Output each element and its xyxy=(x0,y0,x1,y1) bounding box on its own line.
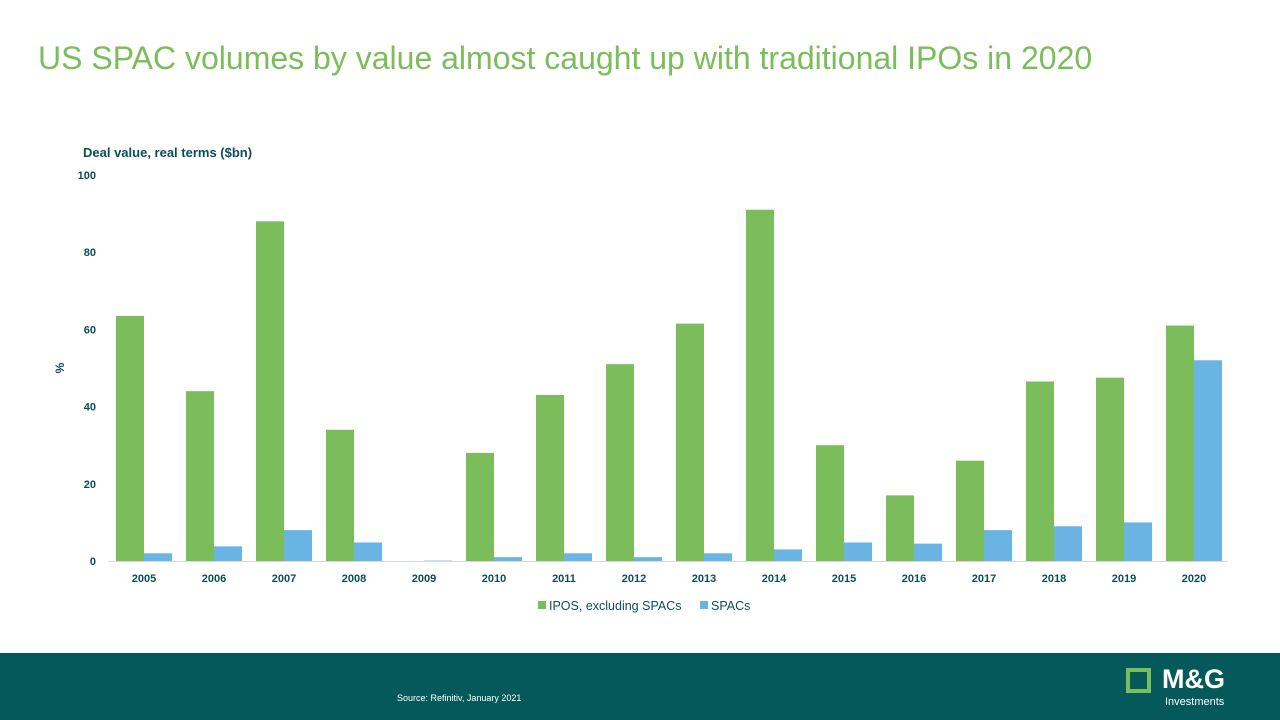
bar-spac-2014 xyxy=(774,549,802,561)
bar-spac-2012 xyxy=(634,557,662,561)
bar-spac-2011 xyxy=(564,553,592,561)
bar-spac-2019 xyxy=(1124,522,1152,561)
bar-spac-2017 xyxy=(984,530,1012,561)
bar-spac-2013 xyxy=(704,553,732,561)
bar-ipo-2008 xyxy=(326,429,354,561)
bar-ipo-2020 xyxy=(1166,325,1194,561)
x-tick-label: 2011 xyxy=(552,573,576,585)
x-tick-label: 2012 xyxy=(622,573,646,585)
x-tick-label: 2006 xyxy=(202,573,226,585)
x-tick-label: 2007 xyxy=(272,573,296,585)
y-tick-label: 40 xyxy=(84,402,96,414)
slide-title: US SPAC volumes by value almost caught u… xyxy=(38,40,1093,76)
x-tick-label: 2014 xyxy=(762,573,787,585)
y-tick-label: 0 xyxy=(90,556,96,568)
y-tick-label: 20 xyxy=(84,479,96,491)
bar-spac-2020 xyxy=(1194,360,1222,561)
bar-ipo-2012 xyxy=(606,364,634,561)
bar-spac-2007 xyxy=(284,530,312,561)
x-tick-label: 2010 xyxy=(482,573,506,585)
bar-spac-2018 xyxy=(1054,526,1082,561)
footer-bar: Source: Refinitiv, January 2021 M&G Inve… xyxy=(0,653,1280,720)
x-tick-label: 2015 xyxy=(832,573,856,585)
legend-label-ipo: IPOS, excluding SPACs xyxy=(549,599,681,613)
y-tick-label: 100 xyxy=(78,170,96,182)
legend-swatch-spac xyxy=(700,601,708,609)
bar-spac-2008 xyxy=(354,542,382,561)
x-tick-label: 2018 xyxy=(1042,573,1066,585)
legend-swatch-ipo xyxy=(538,601,546,609)
bar-ipo-2010 xyxy=(466,452,494,561)
x-tick-label: 2005 xyxy=(132,573,156,585)
bar-ipo-2005 xyxy=(116,315,144,561)
bar-ipo-2015 xyxy=(816,445,844,561)
bar-spac-2006 xyxy=(214,546,242,561)
logo-wordmark: M&G xyxy=(1162,664,1225,694)
x-tick-label: 2016 xyxy=(902,573,926,585)
x-tick-label: 2017 xyxy=(972,573,996,585)
y-axis-ticks: 0 20 40 60 80 100 xyxy=(78,170,96,568)
legend-label-spac: SPACs xyxy=(711,599,750,613)
bar-ipo-2018 xyxy=(1026,381,1054,561)
bar-spac-2015 xyxy=(844,542,872,561)
y-axis-unit-label: % xyxy=(53,362,67,373)
bar-ipo-2016 xyxy=(886,495,914,561)
y-tick-label: 80 xyxy=(84,247,96,259)
legend: IPOS, excluding SPACs SPACs xyxy=(538,599,750,613)
bar-ipo-2017 xyxy=(956,460,984,561)
bar-spac-2010 xyxy=(494,557,522,561)
y-axis-title: Deal value, real terms ($bn) xyxy=(83,145,252,160)
bar-ipo-2014 xyxy=(746,209,774,562)
bar-ipo-2013 xyxy=(676,323,704,561)
bar-ipo-2007 xyxy=(256,221,284,561)
logo-subtitle: Investments xyxy=(1165,696,1225,708)
bars xyxy=(116,209,1222,562)
x-tick-label: 2009 xyxy=(412,573,436,585)
mg-investments-logo: M&G Investments xyxy=(1126,664,1256,710)
bar-ipo-2011 xyxy=(536,395,564,561)
x-tick-label: 2019 xyxy=(1112,573,1136,585)
bar-chart: Deal value, real terms ($bn) % 0 20 40 60 80… xyxy=(53,145,1228,613)
bar-ipo-2019 xyxy=(1096,377,1124,561)
source-note: Source: Refinitiv, January 2021 xyxy=(397,693,522,703)
x-tick-label: 2008 xyxy=(342,573,366,585)
bar-spac-2005 xyxy=(144,553,172,561)
bar-spac-2016 xyxy=(914,543,942,561)
x-tick-label: 2020 xyxy=(1182,573,1206,585)
logo-square-icon xyxy=(1126,668,1151,693)
x-tick-label: 2013 xyxy=(692,573,716,585)
y-tick-label: 60 xyxy=(84,324,96,336)
bar-ipo-2006 xyxy=(186,391,214,561)
x-axis-ticks: 2005 2006 2007 2008 2009 2010 2011 2012 2013 2014… xyxy=(132,573,1206,585)
